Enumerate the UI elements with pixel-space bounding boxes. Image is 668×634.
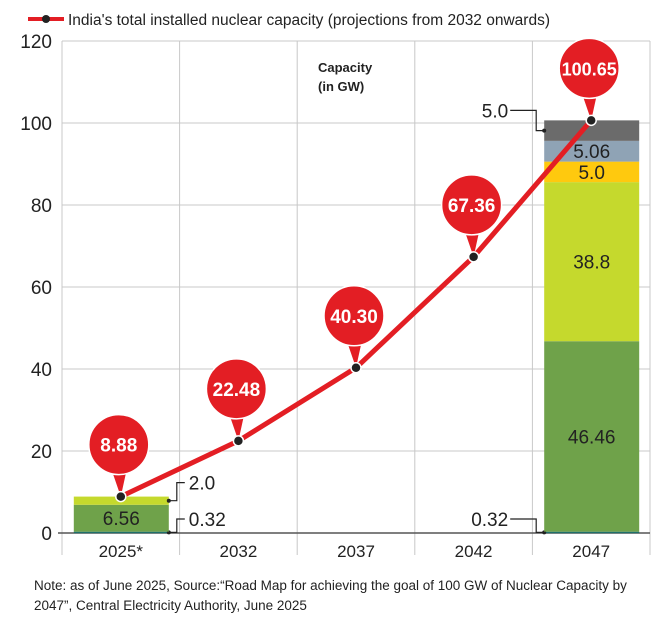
line-point <box>232 435 245 447</box>
legend-marker <box>42 15 50 23</box>
stack-segment <box>73 504 169 532</box>
source-note: Note: as of June 2025, Source:“Road Map … <box>34 578 627 613</box>
leader-dot <box>166 498 171 503</box>
value-bubble <box>558 37 620 100</box>
stack-segment <box>544 182 640 342</box>
line-point <box>350 362 362 374</box>
bubble-label: 8.88 <box>100 436 137 457</box>
x-tick-label: 2032 <box>219 542 257 561</box>
segment-label: 0.32 <box>189 510 226 531</box>
leader-line <box>168 481 185 502</box>
leader-line <box>510 518 545 533</box>
stack-segment <box>544 120 640 141</box>
y-tick-label: 120 <box>20 32 52 53</box>
leader-dot <box>542 128 547 133</box>
y-tick-label: 20 <box>31 442 52 463</box>
leader-line <box>168 518 185 533</box>
segment-label: 5.06 <box>573 142 610 163</box>
line-point <box>585 114 597 127</box>
value-bubble <box>323 285 385 347</box>
legend-label: India's total installed nuclear capacity… <box>68 12 550 29</box>
unit-annotation: (in GW) <box>318 79 364 94</box>
unit-annotation: Capacity <box>318 60 373 75</box>
bubble-label: 40.30 <box>330 307 378 328</box>
y-tick-label: 60 <box>31 278 52 299</box>
bubble-label: 100.65 <box>562 59 617 79</box>
y-tick-label: 40 <box>31 360 52 381</box>
segment-label: 0.32 <box>471 510 508 531</box>
line-point <box>467 251 480 263</box>
stack-segment <box>544 341 640 532</box>
y-tick-label: 0 <box>41 524 52 545</box>
x-tick-label: 2042 <box>455 542 493 561</box>
y-tick-label: 100 <box>20 114 52 135</box>
segment-label: 5.0 <box>578 163 604 184</box>
stack-segment <box>544 531 640 534</box>
value-bubble <box>440 174 503 236</box>
value-bubble <box>88 413 150 476</box>
x-tick-label: 2025* <box>99 542 144 561</box>
stack-segment <box>73 531 169 534</box>
segment-label: 6.56 <box>103 509 140 530</box>
segment-label: 5.0 <box>482 101 508 122</box>
bubble-label: 22.48 <box>213 380 261 401</box>
x-tick-label: 2047 <box>572 542 610 561</box>
value-bubble <box>205 358 268 420</box>
y-tick-label: 80 <box>31 196 52 217</box>
segment-label: 46.46 <box>568 427 616 448</box>
x-tick-label: 2037 <box>337 542 375 561</box>
line-point <box>115 490 127 503</box>
stack-segment <box>544 161 640 183</box>
segment-label: 38.8 <box>573 253 610 274</box>
bubble-label: 67.36 <box>448 196 496 217</box>
leader-line <box>510 109 545 132</box>
segment-label: 2.0 <box>189 474 215 495</box>
